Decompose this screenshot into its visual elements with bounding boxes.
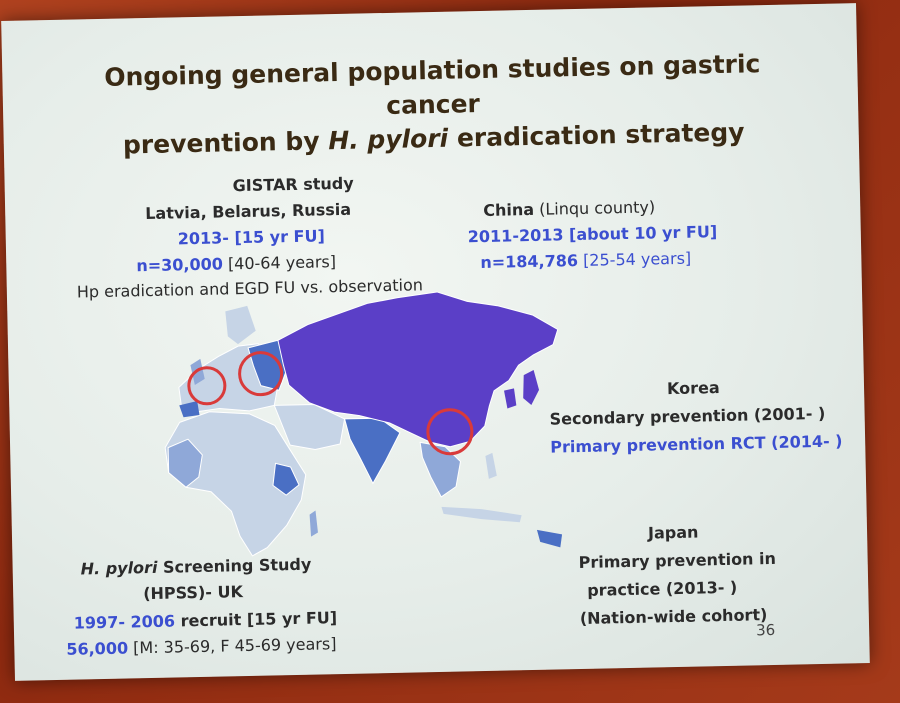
china-n: n=184,786	[480, 250, 579, 273]
africa-west-region	[167, 438, 203, 488]
gistar-study-circle	[238, 351, 284, 397]
china-n-range: [25-54 years]	[577, 248, 692, 270]
china-n-line: n=184,786 [25-54 years]	[480, 249, 691, 272]
gistar-heading: GISTAR study	[232, 173, 354, 196]
japan-line1: Primary prevention in	[578, 548, 777, 573]
iberia-region	[179, 401, 200, 418]
eurasia-map	[164, 291, 563, 557]
asia-main-region	[277, 291, 559, 448]
southeast-asia-region	[419, 441, 462, 498]
gistar-n-line: n=30,000 [40-64 years]	[136, 252, 336, 275]
madagascar-region	[309, 510, 318, 537]
china-heading-bold: China	[483, 199, 535, 220]
hpss-n: 56,000	[66, 638, 129, 659]
slide-title: Ongoing general population studies on ga…	[62, 46, 804, 163]
title-line-2-post: eradication strategy	[447, 117, 745, 153]
presentation-slide: Ongoing general population studies on ga…	[1, 3, 870, 681]
china-study-circle	[426, 408, 474, 456]
page-number: 36	[755, 620, 776, 640]
hpss-years-line: 1997- 2006 recruit [15 yr FU]	[74, 608, 338, 633]
title-line-2-pre: prevention by	[122, 126, 329, 160]
uk-study-circle	[187, 366, 227, 406]
gistar-years: 2013- [15 yr FU]	[177, 226, 325, 249]
china-heading: China (Linqu county)	[483, 197, 655, 220]
title-line-2-italic: H. pylori	[327, 123, 449, 156]
china-years: 2011-2013 [about 10 yr FU]	[467, 222, 718, 247]
hpss-n-line: 56,000 [M: 35-69, F 45-69 years]	[66, 634, 337, 659]
hpss-years-rest: recruit [15 yr FU]	[174, 608, 338, 631]
africa-east-region	[272, 462, 300, 496]
gistar-countries: Latvia, Belarus, Russia	[145, 199, 352, 224]
indonesia-region	[441, 506, 522, 523]
korea-heading: Korea	[666, 378, 720, 399]
india-region	[343, 417, 401, 485]
new-guinea-region	[536, 529, 563, 548]
korea-secondary: Secondary prevention (2001- )	[549, 403, 826, 429]
china-heading-rest: (Linqu county)	[533, 197, 656, 219]
japan-line2: practice (2013- )	[587, 577, 738, 600]
philippines-region	[485, 452, 497, 479]
hpss-subheading: (HPSS)- UK	[143, 582, 244, 604]
gistar-n: n=30,000	[136, 254, 224, 276]
hpss-n-rest: [M: 35-69, F 45-69 years]	[127, 634, 337, 658]
korea-primary: Primary prevention RCT (2014- )	[550, 431, 843, 457]
gistar-n-range: [40-64 years]	[222, 252, 337, 274]
hpss-heading-rest: Screening Study	[157, 554, 312, 577]
japan-heading: Japan	[647, 522, 699, 543]
japan-region	[523, 369, 540, 406]
japan-line3: (Nation-wide cohort)	[579, 605, 768, 629]
scandinavia-region	[225, 305, 256, 345]
hpss-heading-italic: H. pylori	[80, 557, 158, 579]
hpss-years: 1997- 2006	[73, 611, 176, 633]
korea-region	[504, 388, 517, 409]
